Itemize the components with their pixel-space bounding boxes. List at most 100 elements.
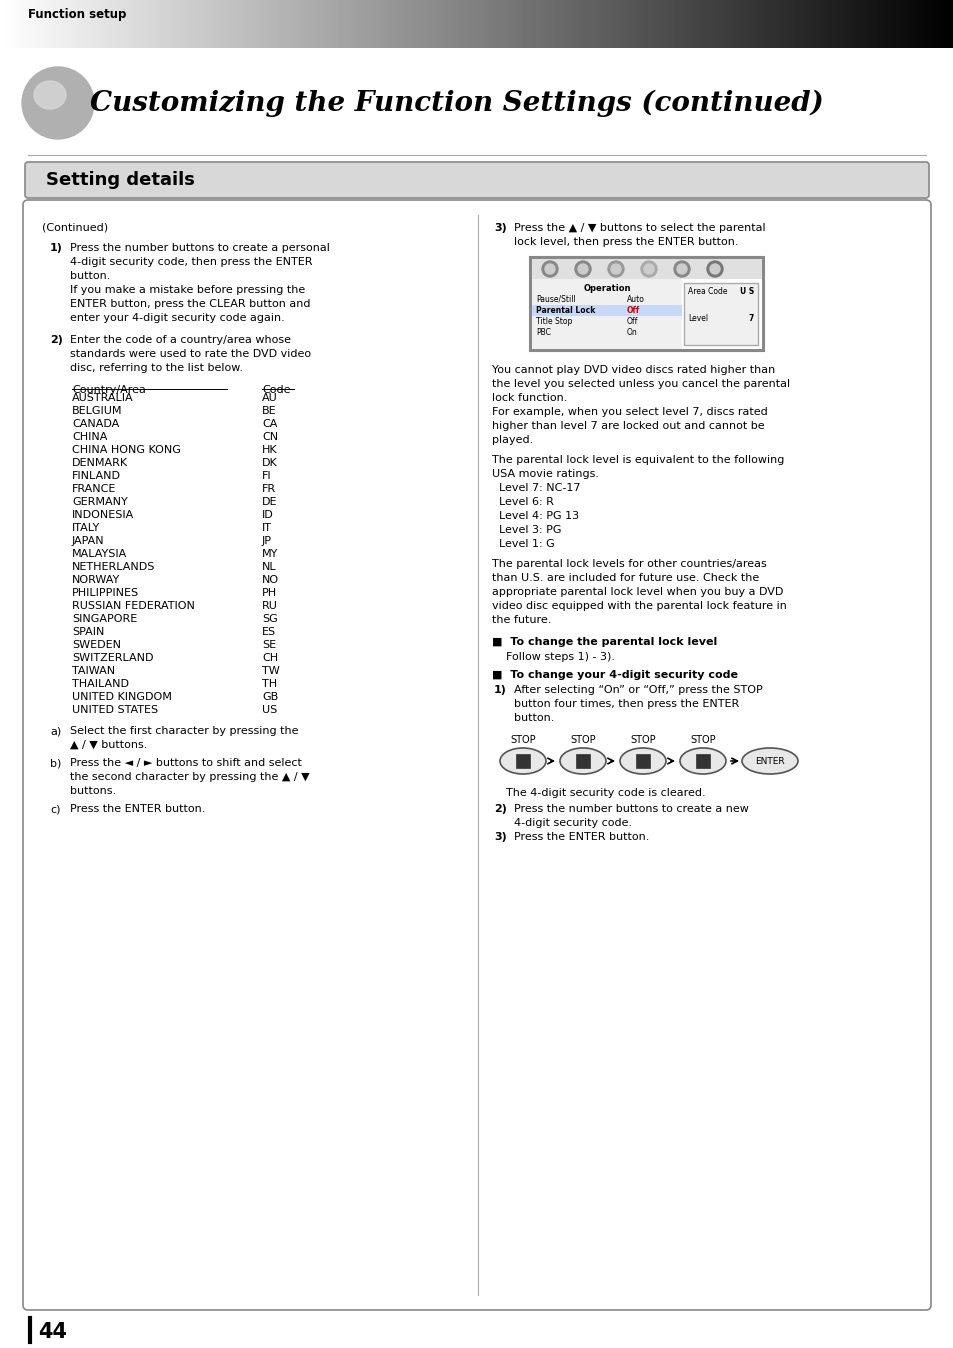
Text: JP: JP bbox=[262, 537, 272, 546]
Text: video disc equipped with the parental lock feature in: video disc equipped with the parental lo… bbox=[492, 601, 786, 611]
Text: Title Stop: Title Stop bbox=[536, 317, 572, 326]
Text: CA: CA bbox=[262, 419, 277, 429]
Text: SWITZERLAND: SWITZERLAND bbox=[71, 652, 153, 663]
FancyBboxPatch shape bbox=[532, 305, 681, 315]
Text: Function setup: Function setup bbox=[28, 8, 126, 22]
Text: GERMANY: GERMANY bbox=[71, 497, 128, 507]
Text: Level: Level bbox=[687, 314, 707, 324]
Text: 1): 1) bbox=[50, 243, 63, 253]
Text: NORWAY: NORWAY bbox=[71, 576, 120, 585]
Text: Off: Off bbox=[626, 317, 638, 326]
Text: If you make a mistake before pressing the: If you make a mistake before pressing th… bbox=[70, 284, 305, 295]
Text: SPAIN: SPAIN bbox=[71, 627, 104, 638]
Text: lock level, then press the ENTER button.: lock level, then press the ENTER button. bbox=[514, 237, 738, 247]
Text: BE: BE bbox=[262, 406, 276, 417]
Text: Setting details: Setting details bbox=[46, 171, 194, 189]
FancyBboxPatch shape bbox=[532, 279, 681, 349]
Text: 2): 2) bbox=[494, 803, 506, 814]
Text: For example, when you select level 7, discs rated: For example, when you select level 7, di… bbox=[492, 407, 767, 417]
Text: Auto: Auto bbox=[626, 295, 644, 305]
Text: FI: FI bbox=[262, 470, 272, 481]
Text: buttons.: buttons. bbox=[70, 786, 116, 797]
Text: played.: played. bbox=[492, 435, 533, 445]
Text: Area Code: Area Code bbox=[687, 287, 727, 297]
Text: ITALY: ITALY bbox=[71, 523, 100, 532]
FancyBboxPatch shape bbox=[530, 257, 763, 350]
Text: Off: Off bbox=[626, 306, 639, 315]
Text: GB: GB bbox=[262, 692, 278, 702]
Text: MY: MY bbox=[262, 549, 278, 559]
Circle shape bbox=[541, 262, 558, 276]
FancyBboxPatch shape bbox=[516, 754, 530, 768]
Text: FINLAND: FINLAND bbox=[71, 470, 121, 481]
FancyBboxPatch shape bbox=[696, 754, 709, 768]
Text: The parental lock level is equivalent to the following: The parental lock level is equivalent to… bbox=[492, 456, 783, 465]
Text: ▲ / ▼ buttons.: ▲ / ▼ buttons. bbox=[70, 740, 147, 749]
Circle shape bbox=[673, 262, 689, 276]
Text: Select the first character by pressing the: Select the first character by pressing t… bbox=[70, 727, 298, 736]
Text: CANADA: CANADA bbox=[71, 419, 119, 429]
Text: ■  To change your 4-digit security code: ■ To change your 4-digit security code bbox=[492, 670, 738, 679]
Text: 3): 3) bbox=[494, 832, 506, 842]
Ellipse shape bbox=[741, 748, 797, 774]
Text: b): b) bbox=[50, 758, 61, 768]
Text: TW: TW bbox=[262, 666, 279, 675]
Text: SE: SE bbox=[262, 640, 275, 650]
Text: BELGIUM: BELGIUM bbox=[71, 406, 122, 417]
Text: AUSTRALIA: AUSTRALIA bbox=[71, 394, 133, 403]
Circle shape bbox=[706, 262, 722, 276]
Text: FRANCE: FRANCE bbox=[71, 484, 116, 493]
Text: FR: FR bbox=[262, 484, 275, 493]
Text: 2): 2) bbox=[50, 336, 63, 345]
Text: On: On bbox=[626, 328, 638, 337]
Ellipse shape bbox=[22, 67, 94, 139]
Text: MALAYSIA: MALAYSIA bbox=[71, 549, 127, 559]
Text: DK: DK bbox=[262, 458, 277, 468]
Text: Level 7: NC-17: Level 7: NC-17 bbox=[492, 483, 579, 493]
Text: SWEDEN: SWEDEN bbox=[71, 640, 121, 650]
Ellipse shape bbox=[34, 81, 66, 109]
Text: c): c) bbox=[50, 803, 60, 814]
Circle shape bbox=[610, 264, 620, 274]
Text: (Continued): (Continued) bbox=[42, 222, 108, 233]
Text: NETHERLANDS: NETHERLANDS bbox=[71, 562, 155, 572]
Text: JAPAN: JAPAN bbox=[71, 537, 105, 546]
Text: Country/Area: Country/Area bbox=[71, 386, 146, 395]
Text: INDONESIA: INDONESIA bbox=[71, 510, 134, 520]
Ellipse shape bbox=[559, 748, 605, 774]
Text: Customizing the Function Settings (continued): Customizing the Function Settings (conti… bbox=[90, 89, 822, 117]
Text: the level you selected unless you cancel the parental: the level you selected unless you cancel… bbox=[492, 379, 789, 390]
Text: enter your 4-digit security code again.: enter your 4-digit security code again. bbox=[70, 313, 284, 324]
Text: You cannot play DVD video discs rated higher than: You cannot play DVD video discs rated hi… bbox=[492, 365, 775, 375]
Text: IT: IT bbox=[262, 523, 272, 532]
FancyBboxPatch shape bbox=[25, 162, 928, 198]
Circle shape bbox=[544, 264, 555, 274]
Text: SG: SG bbox=[262, 613, 277, 624]
Text: Level 3: PG: Level 3: PG bbox=[492, 524, 561, 535]
Text: TH: TH bbox=[262, 679, 276, 689]
Text: TAIWAN: TAIWAN bbox=[71, 666, 115, 675]
Text: a): a) bbox=[50, 727, 61, 736]
Circle shape bbox=[640, 262, 657, 276]
Text: ENTER button, press the CLEAR button and: ENTER button, press the CLEAR button and bbox=[70, 299, 310, 309]
Text: 7: 7 bbox=[748, 314, 753, 324]
Text: The parental lock levels for other countries/areas: The parental lock levels for other count… bbox=[492, 559, 766, 569]
Text: UNITED STATES: UNITED STATES bbox=[71, 705, 158, 714]
Text: CN: CN bbox=[262, 431, 278, 442]
FancyBboxPatch shape bbox=[683, 283, 758, 345]
Ellipse shape bbox=[619, 748, 665, 774]
Text: lock function.: lock function. bbox=[492, 394, 567, 403]
Text: Press the ENTER button.: Press the ENTER button. bbox=[514, 832, 649, 842]
FancyBboxPatch shape bbox=[532, 259, 761, 279]
Circle shape bbox=[643, 264, 654, 274]
Text: US: US bbox=[262, 705, 277, 714]
Text: STOP: STOP bbox=[570, 735, 596, 745]
Text: Press the number buttons to create a new: Press the number buttons to create a new bbox=[514, 803, 748, 814]
Text: appropriate parental lock level when you buy a DVD: appropriate parental lock level when you… bbox=[492, 586, 782, 597]
Text: 3): 3) bbox=[494, 222, 506, 233]
Text: RUSSIAN FEDERATION: RUSSIAN FEDERATION bbox=[71, 601, 194, 611]
Text: Follow steps 1) - 3).: Follow steps 1) - 3). bbox=[505, 652, 615, 662]
Text: After selecting “On” or “Off,” press the STOP: After selecting “On” or “Off,” press the… bbox=[514, 685, 762, 696]
FancyBboxPatch shape bbox=[23, 200, 930, 1310]
Text: STOP: STOP bbox=[510, 735, 536, 745]
